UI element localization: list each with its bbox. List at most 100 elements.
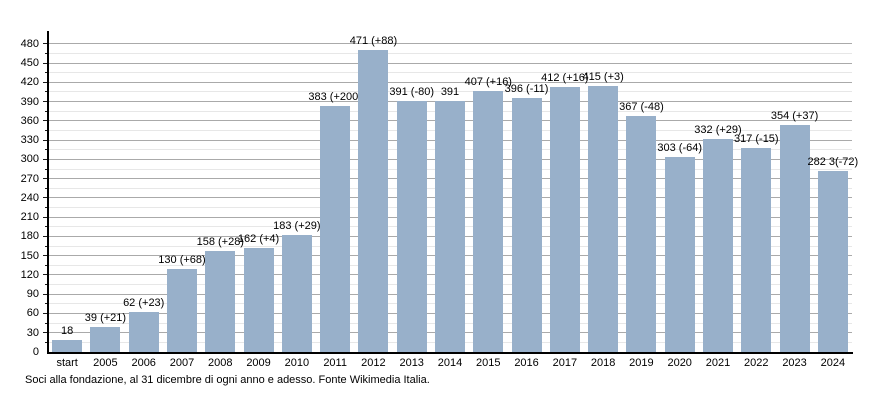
bar-value-label: 407 (+16) — [464, 75, 512, 88]
y-axis-tick — [43, 312, 48, 314]
bar-value-label: 303 (-64) — [657, 142, 703, 155]
y-axis-tick — [45, 303, 48, 305]
y-axis-tick — [45, 52, 48, 54]
bar — [205, 250, 236, 352]
x-axis-label: 2008 — [208, 357, 233, 369]
bar — [588, 85, 619, 352]
y-axis-label: 480 — [20, 37, 39, 50]
y-axis-tick — [43, 139, 48, 141]
x-axis-label: 2009 — [246, 357, 271, 369]
y-axis-tick — [45, 226, 48, 228]
bar — [741, 148, 772, 352]
y-axis-label: 390 — [20, 95, 39, 108]
x-axis-label: 2010 — [284, 357, 310, 369]
bar — [703, 138, 733, 352]
y-axis-label: 60 — [26, 307, 39, 320]
y-axis-label: 30 — [26, 326, 39, 339]
x-axis-line — [47, 352, 853, 354]
bar — [320, 106, 351, 352]
y-axis-label: 180 — [20, 230, 39, 243]
y-axis-tick — [43, 43, 48, 45]
x-axis-label: 2016 — [514, 357, 539, 369]
gridline-major — [48, 62, 852, 64]
bar — [90, 326, 121, 352]
bar-value-label: 162 (+4) — [237, 232, 280, 245]
x-axis-label: 2006 — [131, 357, 156, 369]
bar-value-label: 383 (+200) — [308, 91, 362, 104]
x-axis-label: 2012 — [361, 357, 386, 369]
bar — [511, 97, 542, 352]
x-axis-label: 2015 — [476, 357, 501, 369]
y-axis-label: 270 — [20, 172, 39, 185]
y-axis-tick — [45, 110, 48, 112]
bar-value-label: 183 (+29) — [273, 219, 321, 232]
bar — [664, 157, 695, 352]
bar-value-label: 367 (-48) — [619, 101, 664, 114]
bar — [396, 100, 427, 352]
bar-value-label: 62 (+23) — [123, 297, 165, 310]
bar — [549, 87, 580, 352]
bar-value-label: 391 (-80) — [389, 85, 435, 98]
x-axis-label: start — [56, 357, 78, 369]
bar-value-label: 282 3(-72) — [807, 155, 859, 168]
y-axis-tick — [45, 341, 48, 343]
y-axis-label: 210 — [20, 211, 39, 224]
y-axis-label: 420 — [20, 76, 39, 89]
x-axis-label: 2024 — [820, 357, 846, 369]
bar — [779, 124, 810, 352]
gridline-major — [48, 81, 852, 83]
y-axis-label: 330 — [20, 134, 39, 147]
gridline-minor — [48, 91, 852, 93]
bar-value-label: 130 (+68) — [158, 253, 206, 266]
y-axis-label: 450 — [20, 57, 39, 70]
y-axis-tick — [45, 264, 48, 266]
y-axis-label: 90 — [26, 288, 39, 301]
bar-value-label: 158 (+28) — [196, 235, 244, 248]
x-axis-label: 2017 — [552, 357, 578, 369]
y-axis-tick — [43, 158, 48, 160]
y-axis-tick — [43, 216, 48, 218]
x-axis-label: 2011 — [323, 357, 347, 369]
y-axis-tick — [43, 332, 48, 334]
x-axis-label: 2013 — [399, 357, 424, 369]
y-axis-tick — [45, 322, 48, 324]
y-axis-label: 300 — [20, 153, 39, 166]
x-axis-label: 2018 — [590, 357, 616, 369]
y-axis-tick — [45, 207, 48, 209]
bar-value-label: 332 (+29) — [694, 123, 742, 136]
y-axis-tick — [45, 168, 48, 170]
y-axis-tick — [45, 245, 48, 247]
bar-value-label: 39 (+21) — [84, 311, 127, 324]
y-axis-label: 240 — [20, 191, 39, 204]
x-axis-label: 2022 — [744, 357, 769, 369]
x-axis-label: 2021 — [705, 357, 731, 369]
bar-value-label: 412 (+16) — [541, 72, 589, 85]
bar — [128, 312, 159, 352]
y-axis-label: 0 — [32, 346, 39, 358]
y-axis-tick — [45, 187, 48, 189]
bar — [167, 268, 197, 352]
y-axis-tick — [43, 197, 48, 199]
y-axis-tick — [43, 101, 48, 103]
bar-value-label: 415 (+3) — [582, 70, 624, 83]
y-axis-tick — [43, 293, 48, 295]
y-axis-label: 360 — [20, 114, 39, 127]
x-axis-label: 2019 — [629, 357, 654, 369]
y-axis-tick — [45, 72, 48, 74]
x-axis-label: 2020 — [667, 357, 692, 369]
x-axis-label: 2014 — [437, 357, 463, 369]
y-axis-tick — [43, 255, 48, 257]
bar — [243, 247, 274, 352]
y-axis-tick — [43, 81, 48, 83]
gridline-major — [48, 43, 852, 45]
bar-value-label: 391 — [440, 85, 460, 98]
y-axis-line — [47, 31, 49, 352]
bar-value-label: 354 (+37) — [770, 109, 819, 122]
bar-value-label: 317 (-15) — [733, 133, 779, 146]
y-axis-tick — [43, 178, 48, 180]
bar — [473, 90, 504, 352]
bar — [281, 234, 312, 352]
gridline-minor — [48, 72, 852, 74]
bar — [817, 170, 848, 352]
